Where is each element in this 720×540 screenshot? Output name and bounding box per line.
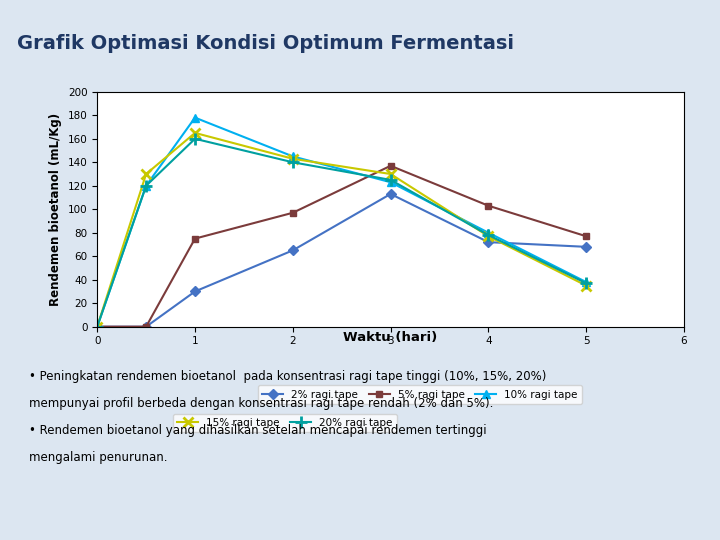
5% ragi tape	[191, 235, 199, 242]
15% ragi tape	[582, 282, 590, 289]
Text: mempunyai profil berbeda dengan konsentrasi ragi tape rendah (2% dan 5%).: mempunyai profil berbeda dengan konsentr…	[29, 397, 493, 410]
15% ragi tape	[191, 130, 199, 136]
Text: Waktu (hari): Waktu (hari)	[343, 331, 438, 344]
20% ragi tape	[582, 280, 590, 287]
2% ragi tape	[386, 191, 395, 197]
Text: • Peningkatan rendemen bioetanol  pada konsentrasi ragi tape tinggi (10%, 15%, 2: • Peningkatan rendemen bioetanol pada ko…	[29, 370, 546, 383]
Text: mengalami penurunan.: mengalami penurunan.	[29, 451, 167, 464]
10% ragi tape	[289, 153, 297, 160]
Line: 2% ragi tape: 2% ragi tape	[94, 191, 590, 330]
2% ragi tape	[582, 244, 590, 250]
Line: 15% ragi tape: 15% ragi tape	[92, 128, 591, 332]
15% ragi tape	[93, 323, 102, 330]
Legend: 15% ragi tape, 20% ragi tape: 15% ragi tape, 20% ragi tape	[173, 414, 397, 432]
10% ragi tape	[93, 323, 102, 330]
20% ragi tape	[93, 323, 102, 330]
10% ragi tape	[142, 183, 150, 189]
20% ragi tape	[484, 232, 492, 238]
Line: 10% ragi tape: 10% ragi tape	[93, 113, 590, 331]
10% ragi tape	[386, 179, 395, 185]
Line: 5% ragi tape: 5% ragi tape	[94, 163, 590, 330]
10% ragi tape	[191, 114, 199, 121]
Text: Grafik Optimasi Kondisi Optimum Fermentasi: Grafik Optimasi Kondisi Optimum Fermenta…	[17, 33, 515, 52]
15% ragi tape	[484, 233, 492, 240]
Y-axis label: Rendemen bioetanol (mL/Kg): Rendemen bioetanol (mL/Kg)	[49, 113, 62, 306]
Text: • Rendemen bioetanol yang dihasilkan setelah mencapai rendemen tertinggi: • Rendemen bioetanol yang dihasilkan set…	[29, 424, 487, 437]
15% ragi tape	[386, 171, 395, 177]
20% ragi tape	[191, 136, 199, 142]
15% ragi tape	[289, 156, 297, 162]
15% ragi tape	[142, 171, 150, 177]
5% ragi tape	[484, 202, 492, 209]
Line: 20% ragi tape: 20% ragi tape	[91, 133, 592, 332]
5% ragi tape	[386, 163, 395, 169]
5% ragi tape	[289, 210, 297, 216]
2% ragi tape	[142, 323, 150, 330]
5% ragi tape	[582, 233, 590, 240]
2% ragi tape	[289, 247, 297, 254]
5% ragi tape	[142, 323, 150, 330]
20% ragi tape	[386, 177, 395, 183]
2% ragi tape	[93, 323, 102, 330]
2% ragi tape	[484, 239, 492, 245]
20% ragi tape	[142, 183, 150, 189]
10% ragi tape	[582, 279, 590, 285]
5% ragi tape	[93, 323, 102, 330]
20% ragi tape	[289, 159, 297, 165]
2% ragi tape	[191, 288, 199, 295]
10% ragi tape	[484, 230, 492, 236]
